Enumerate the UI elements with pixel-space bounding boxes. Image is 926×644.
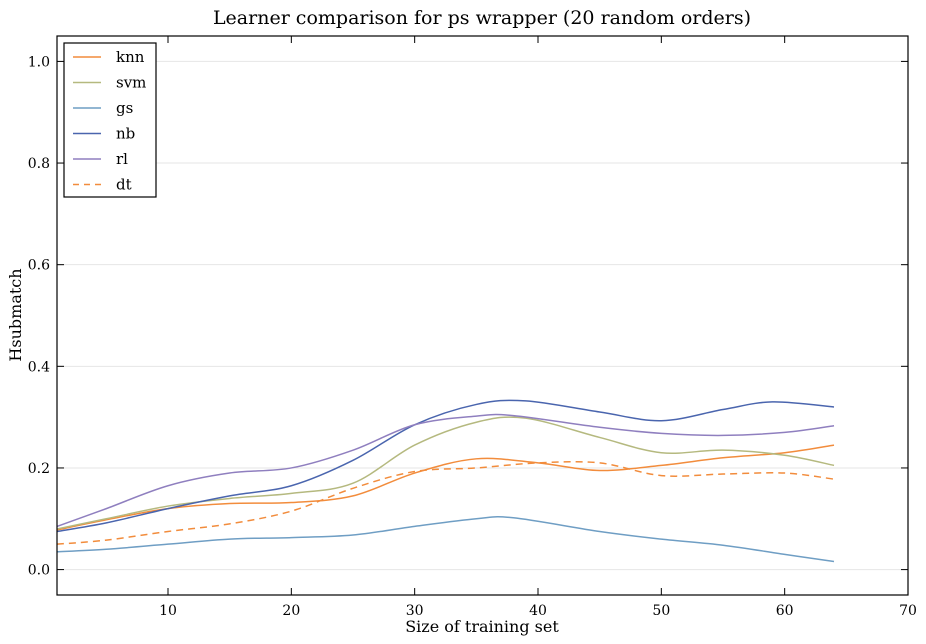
- series-lines: [56, 399, 835, 563]
- series-line-svm: [56, 416, 835, 530]
- legend: knn svm gs nb rl dt: [63, 42, 157, 198]
- series-line-rl: [56, 413, 835, 528]
- y-tick-label: 0.4: [28, 359, 50, 375]
- y-tick-label: 0.2: [28, 461, 50, 477]
- grid: [57, 60, 908, 571]
- legend-label-dt: dt: [116, 176, 132, 194]
- y-tick-label: 1.0: [28, 54, 50, 70]
- x-tick-label: 70: [899, 603, 917, 619]
- legend-label-nb: nb: [116, 125, 135, 143]
- plot-frame: [56, 35, 909, 596]
- legend-box: [63, 42, 157, 198]
- x-tick-label: 40: [529, 603, 547, 619]
- chart-title: Learner comparison for ps wrapper (20 ra…: [213, 7, 751, 29]
- legend-label-rl: rl: [116, 150, 128, 168]
- y-axis-label: Hsubmatch: [6, 268, 25, 361]
- y-tick-label: 0.6: [28, 258, 50, 274]
- series-line-nb: [56, 399, 835, 533]
- y-tick-label: 0.8: [28, 156, 50, 172]
- x-tick-label: 10: [159, 603, 177, 619]
- legend-label-knn: knn: [116, 48, 145, 66]
- x-axis-label: Size of training set: [405, 617, 559, 636]
- legend-label-svm: svm: [116, 74, 146, 92]
- axis-ticks: 0.0 0.2 0.4 0.6 0.8 1.0 10 20 30 40 50 60 70: [28, 36, 917, 619]
- y-tick-label: 0.0: [28, 563, 50, 579]
- x-tick-label: 20: [282, 603, 300, 619]
- x-tick-label: 60: [776, 603, 794, 619]
- x-tick-label: 50: [652, 603, 670, 619]
- x-tick-label: 30: [406, 603, 424, 619]
- series-line-knn: [56, 444, 835, 531]
- series-line-dt: [56, 460, 835, 545]
- legend-label-gs: gs: [116, 99, 133, 117]
- series-line-gs: [56, 516, 835, 563]
